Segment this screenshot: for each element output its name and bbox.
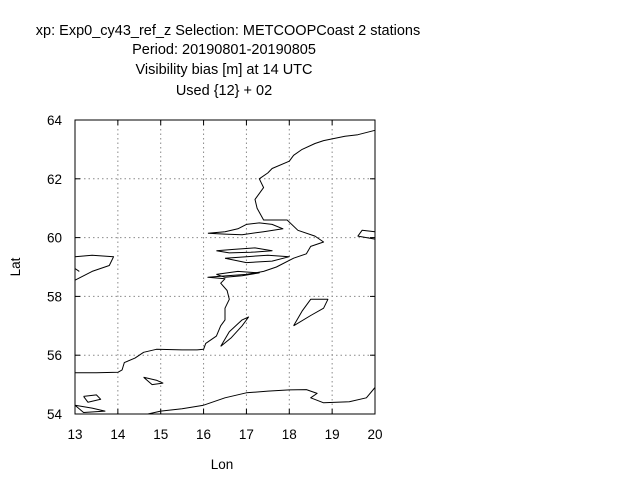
x-tick-label: 17 (239, 427, 254, 442)
chart-title-line-1: xp: Exp0_cy43_ref_z Selection: METCOOPCo… (36, 23, 420, 39)
coastlines (74, 129, 376, 415)
coastline-6 (216, 270, 260, 278)
coastline-13 (74, 268, 80, 272)
coastline-8 (293, 298, 329, 327)
y-tick-label: 64 (47, 113, 63, 128)
coastline-0 (75, 129, 376, 374)
x-tick-label: 13 (67, 427, 82, 442)
coastline-14 (357, 229, 376, 240)
chart-title-line-3: Visibility bias [m] at 14 UTC (135, 62, 312, 78)
chart-title-line-4: Used {12} + 02 (176, 83, 272, 99)
x-tick-label: 14 (110, 427, 126, 442)
x-tick-label: 16 (196, 427, 211, 442)
y-axis-label: Lat (8, 257, 23, 276)
x-tick-label: 18 (282, 427, 297, 442)
x-axis-label: Lon (211, 457, 234, 472)
coastline-10 (83, 394, 102, 403)
y-tick-label: 54 (47, 407, 63, 422)
coastline-2 (147, 404, 204, 415)
coastline-1 (203, 387, 376, 406)
coastline-3 (207, 222, 284, 236)
coastline-4 (216, 247, 273, 254)
y-tick-label: 58 (47, 289, 62, 304)
x-tick-label: 15 (153, 427, 168, 442)
coastline-12 (74, 254, 115, 281)
coastline-7 (220, 316, 250, 347)
x-tick-label: 19 (325, 427, 340, 442)
coastline-5 (224, 254, 290, 264)
y-tick-label: 60 (47, 231, 62, 246)
x-axis-ticks: 13 14 15 16 17 18 19 20 (67, 120, 383, 442)
coastline-11 (74, 404, 106, 413)
grid-lines (75, 120, 375, 414)
x-tick-label: 20 (367, 427, 382, 442)
chart-title-line-2: Period: 20190801-20190805 (132, 42, 316, 58)
chart-title-block: xp: Exp0_cy43_ref_z Selection: METCOOPCo… (36, 23, 420, 99)
y-tick-label: 62 (47, 172, 62, 187)
coastline-9 (143, 376, 164, 386)
y-tick-label: 56 (47, 348, 62, 363)
plot-frame (74, 119, 376, 415)
y-axis-ticks: 54 56 58 60 62 64 (47, 113, 375, 422)
